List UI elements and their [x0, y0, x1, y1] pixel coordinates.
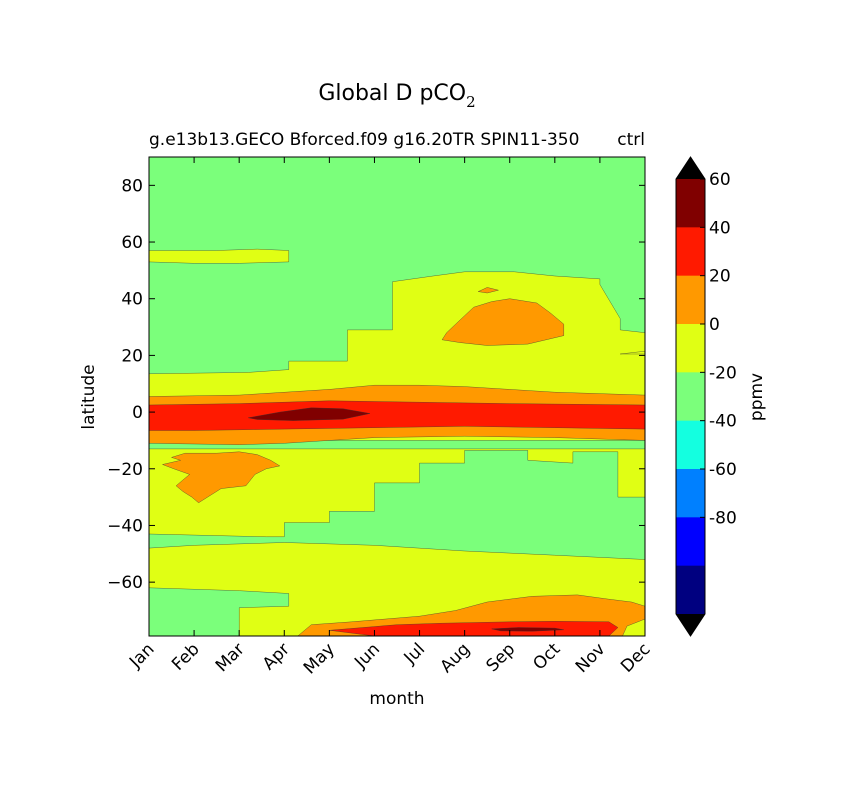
- colorbar-tick-label: -20: [709, 363, 737, 383]
- x-tick-label: Dec: [617, 639, 654, 676]
- contour-region-8: [161, 451, 281, 504]
- colorbar-outline: [675, 156, 706, 637]
- colorbar-segment: [676, 275, 705, 325]
- contour-region-13: [329, 621, 619, 636]
- x-tick-label: May: [300, 639, 339, 678]
- contour-region-6: [620, 350, 645, 355]
- colorbar-segment: [676, 469, 705, 518]
- y-tick-label: 60: [121, 233, 143, 253]
- colorbar-extend-bottom: [676, 614, 705, 636]
- colorbar-extend-top: [676, 157, 705, 179]
- x-tick-label: Sep: [482, 639, 519, 676]
- colorbar-segment: [676, 227, 705, 277]
- colorbar-tick-label: 20: [709, 267, 731, 287]
- x-tick-label: Mar: [212, 639, 249, 676]
- y-tick-label: −60: [107, 573, 143, 593]
- y-tick-label: −20: [107, 460, 143, 480]
- x-tick-label: Aug: [437, 639, 475, 677]
- x-tick-label: Oct: [529, 639, 564, 674]
- colorbar-segment: [676, 517, 705, 567]
- x-tick-label: Apr: [259, 639, 294, 674]
- contour-region-5: [149, 248, 290, 264]
- colorbar-segment: [676, 179, 705, 228]
- y-tick-label: 80: [121, 176, 143, 196]
- plot-area: [148, 156, 646, 637]
- contour-regions: [149, 157, 645, 636]
- y-tick-label: −40: [107, 516, 143, 536]
- y-tick-label: 20: [121, 346, 143, 366]
- contour-region-12: [149, 400, 645, 431]
- colorbar-tick-label: 60: [709, 170, 731, 190]
- colorbar-tick-label: 40: [709, 218, 731, 238]
- chart-subtitle-right: ctrl: [617, 130, 645, 150]
- colorbar-segment: [676, 372, 705, 422]
- x-axis-label: month: [369, 689, 424, 709]
- x-tick-label: Jan: [125, 639, 158, 672]
- colorbar-tick-label: -40: [709, 412, 737, 432]
- contour-region-2: [149, 448, 645, 538]
- x-tick-label: Feb: [168, 639, 203, 674]
- x-tick-label: Jun: [350, 639, 384, 673]
- y-tick-label: 0: [132, 403, 143, 423]
- chart-subtitle-left: g.e13b13.GECO Bforced.f09 g16.20TR SPIN1…: [149, 130, 579, 150]
- x-tick-label: Jul: [400, 639, 429, 668]
- colorbar-tick-label: -60: [709, 460, 737, 480]
- plot-frame: [148, 156, 646, 637]
- colorbar-segment: [676, 420, 705, 470]
- contour-region-10: [477, 287, 499, 294]
- contour-region-9: [441, 298, 565, 346]
- contour-region-14: [248, 407, 370, 421]
- y-axis-label: latitude: [79, 364, 99, 429]
- colorbar-tick-label: -80: [709, 508, 737, 528]
- y-tick-label: 40: [121, 290, 143, 310]
- colorbar-tick-label: 0: [709, 315, 720, 335]
- contour-region-4: [149, 587, 290, 636]
- x-tick-label: Nov: [572, 639, 610, 677]
- colorbar-label: ppmv: [747, 373, 767, 421]
- colorbar: 60 40 20 0 -20 -40 -60 -80: [675, 156, 737, 637]
- y-axis: 80 60 40 20 0 −20 −40 −60: [107, 176, 645, 593]
- chart-title: Global D pCO2: [318, 81, 475, 111]
- colorbar-segment: [676, 324, 705, 373]
- colorbar-segment: [676, 565, 705, 615]
